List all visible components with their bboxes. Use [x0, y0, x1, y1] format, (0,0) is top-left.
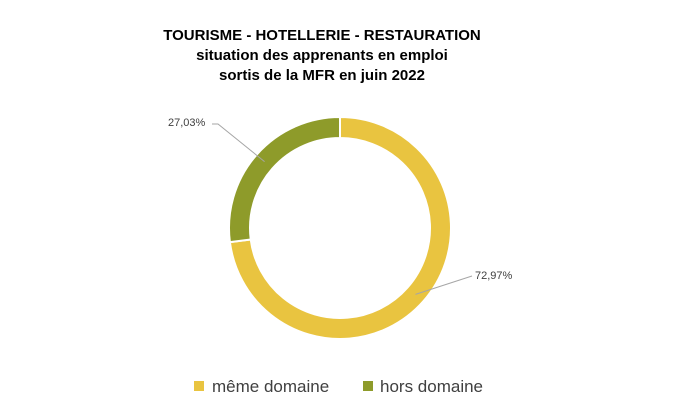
donut-slices — [228, 115, 452, 340]
legend-swatch-hors-domaine — [363, 381, 373, 391]
chart-title-line-2: situation des apprenants en emploi — [196, 47, 448, 64]
chart-title-line-3: sortis de la MFR en juin 2022 — [219, 67, 425, 84]
leader-line-meme-domaine — [415, 275, 473, 295]
slice-hors-domaine — [228, 115, 341, 244]
legend-label-hors-domaine: hors domaine — [380, 377, 483, 396]
slice-meme-domaine — [228, 115, 452, 340]
legend-swatch-meme-domaine — [194, 381, 204, 391]
leader-line-hors-domaine — [212, 123, 265, 162]
chart-title-line-1: TOURISME - HOTELLERIE - RESTAURATION — [163, 27, 481, 44]
legend: même domaine hors domaine — [194, 377, 483, 396]
legend-label-meme-domaine: même domaine — [212, 377, 329, 396]
data-label-hors-domaine: 27,03% — [168, 117, 206, 129]
data-label-meme-domaine: 72,97% — [475, 270, 513, 282]
leader-lines — [212, 123, 473, 295]
